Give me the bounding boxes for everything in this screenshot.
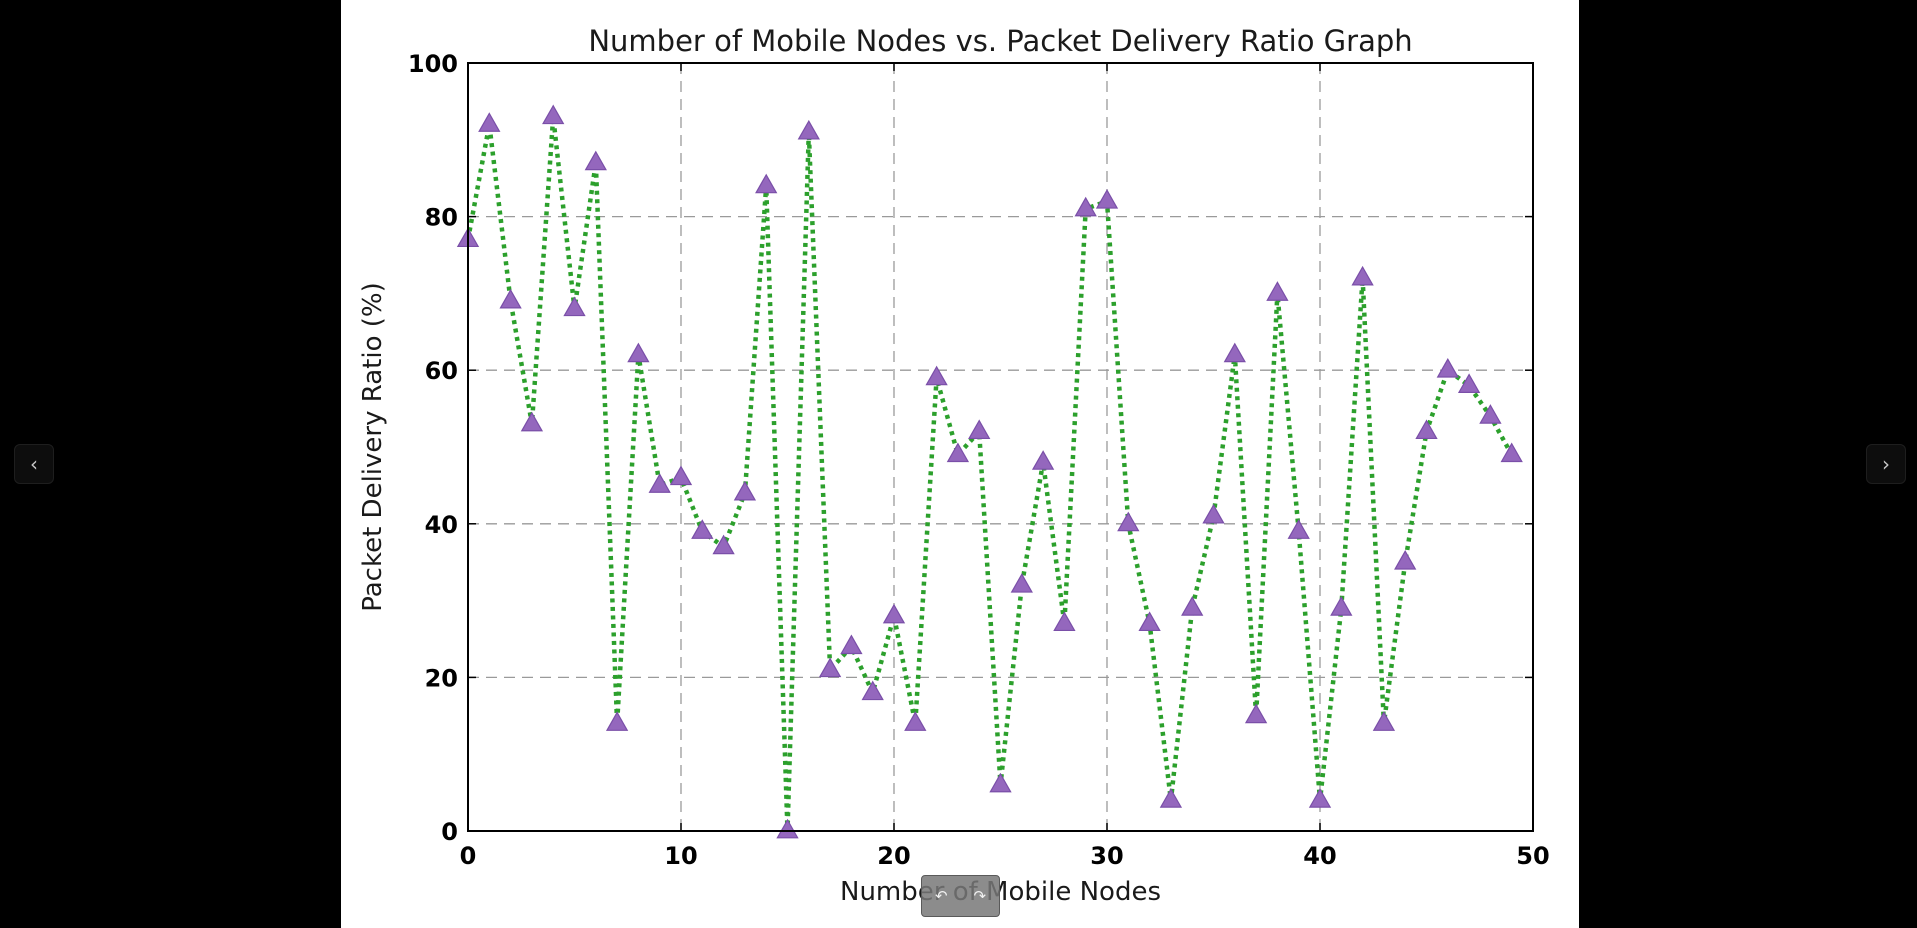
rotate-toolbar: ↶ ↷: [921, 875, 1000, 917]
data-point-marker: [499, 288, 522, 309]
x-tick-label: 20: [877, 842, 910, 870]
data-point-marker: [1330, 596, 1353, 616]
data-point-marker: [648, 473, 671, 493]
data-point-marker: [1479, 404, 1502, 424]
data-point-marker: [691, 519, 714, 539]
data-point-marker: [840, 634, 863, 655]
data-point-marker: [1138, 611, 1161, 632]
data-point-marker: [1415, 419, 1438, 440]
data-point-marker: [925, 365, 948, 386]
x-tick-label: 0: [460, 842, 477, 870]
previous-image-button[interactable]: ‹: [14, 444, 54, 484]
data-point-marker: [968, 419, 991, 440]
data-point-marker: [755, 173, 778, 194]
y-tick-label: 100: [408, 50, 458, 78]
data-point-marker: [904, 711, 927, 731]
data-point-marker: [1074, 196, 1097, 217]
data-point-marker: [1457, 373, 1481, 393]
chart: 0 10 20 30 40 50 0 20 40 60 80 100 Number of Mobile…: [341, 0, 1579, 928]
y-tick-label: 0: [441, 818, 458, 846]
x-tick-label: 10: [664, 842, 697, 870]
data-point-marker: [1308, 788, 1332, 808]
data-point-marker: [818, 657, 842, 678]
data-point-marker: [584, 150, 607, 171]
data-point-marker: [1287, 519, 1310, 539]
data-point-marker: [563, 296, 586, 317]
data-point-marker: [1181, 596, 1204, 616]
data-point-marker: [797, 119, 820, 140]
data-point-marker: [1266, 281, 1289, 301]
data-point-marker: [1244, 703, 1268, 724]
next-image-button[interactable]: ›: [1866, 444, 1906, 484]
x-tick-label: 30: [1090, 842, 1123, 870]
data-point-marker: [776, 818, 799, 839]
data-point-marker: [1436, 357, 1459, 378]
chart-image: 0 10 20 30 40 50 0 20 40 60 80 100 Number of Mobile…: [341, 0, 1579, 928]
plot-border: [467, 62, 1534, 832]
data-point-marker: [1031, 450, 1055, 470]
chevron-left-icon: ‹: [30, 452, 38, 476]
x-tick-label: 40: [1303, 842, 1336, 870]
data-point-marker: [627, 342, 650, 363]
data-point-marker: [946, 442, 970, 463]
rotate-right-icon[interactable]: ↷: [973, 887, 987, 905]
data-point-marker: [733, 480, 757, 501]
x-tick-label: 50: [1516, 842, 1549, 870]
data-point-marker: [542, 104, 565, 125]
data-point-marker: [478, 112, 501, 132]
y-tick-label: 60: [425, 357, 458, 385]
y-axis-label: Packet Delivery Ratio (%): [358, 282, 388, 612]
x-axis-label: Number of Mobile Nodes: [840, 877, 1161, 907]
data-point-marker: [605, 711, 629, 731]
data-point-marker: [1223, 342, 1246, 363]
data-point-marker: [520, 411, 544, 432]
data-point-marker: [1351, 265, 1374, 286]
y-tick-label: 80: [425, 204, 458, 232]
data-point-marker: [861, 680, 884, 701]
data-point-marker: [712, 534, 735, 555]
series-line: [465, 114, 1514, 834]
data-point-marker: [1053, 611, 1076, 632]
data-point-marker: [1372, 711, 1396, 731]
data-point-marker: [1394, 549, 1417, 570]
data-point-marker: [1010, 573, 1033, 593]
series-layer: [456, 104, 1523, 839]
data-point-marker: [1500, 442, 1523, 463]
chart-title: Number of Mobile Nodes vs. Packet Delive…: [588, 24, 1412, 58]
rotate-left-icon[interactable]: ↶: [934, 887, 948, 905]
chart-background: [341, 0, 1579, 928]
data-point-marker: [669, 465, 693, 486]
ticks: 0 10 20 30 40 50 0 20 40 60 80 100: [408, 50, 1550, 870]
data-point-marker: [1159, 788, 1183, 808]
chevron-right-icon: ›: [1882, 452, 1890, 476]
data-point-marker: [882, 603, 906, 624]
y-tick-label: 20: [425, 664, 458, 692]
data-point-marker: [1202, 503, 1225, 524]
data-point-marker: [989, 772, 1012, 793]
data-point-marker: [1117, 511, 1140, 532]
y-tick-label: 40: [425, 511, 458, 539]
data-point-marker: [1095, 189, 1119, 209]
